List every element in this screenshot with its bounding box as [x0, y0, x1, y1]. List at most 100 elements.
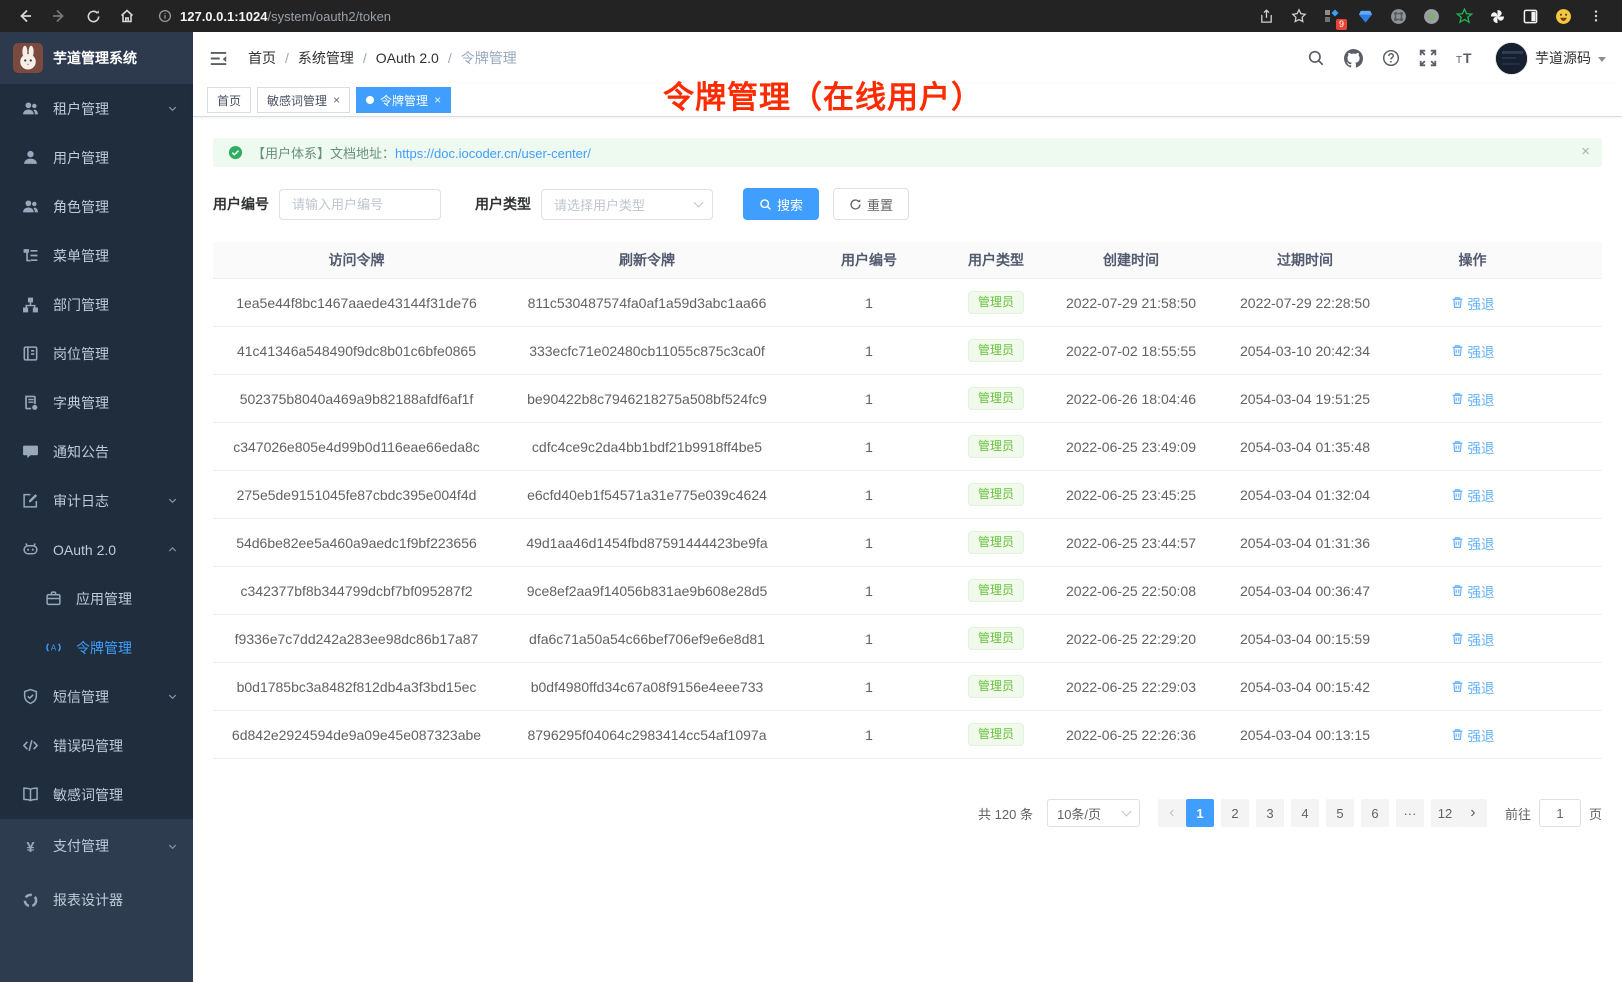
- robot-icon: [22, 541, 39, 558]
- main-area: 令牌管理（在线用户） 首页系统管理OAuth 2.0令牌管理 TT 芋道源码: [193, 32, 1622, 982]
- command-circle-icon[interactable]: [1388, 6, 1408, 26]
- user-id-cell: 1: [865, 630, 873, 647]
- chevron-icon: [166, 249, 179, 262]
- action-cell: 强退: [1396, 629, 1549, 649]
- sidebar-item[interactable]: 审计日志: [0, 476, 193, 525]
- page-button[interactable]: 2: [1220, 799, 1249, 827]
- breadcrumb-item[interactable]: 系统管理: [276, 48, 354, 68]
- sidebar-item[interactable]: 错误码管理: [0, 721, 193, 770]
- expire-time-cell: 2054-03-04 00:15:59: [1240, 630, 1370, 647]
- prev-page-button[interactable]: ‹: [1157, 799, 1186, 827]
- next-page-button[interactable]: ›: [1458, 799, 1487, 827]
- force-logout-button[interactable]: 强退: [1451, 677, 1495, 697]
- github-icon[interactable]: [1344, 48, 1363, 68]
- page-button[interactable]: 6: [1360, 799, 1389, 827]
- tab[interactable]: 令牌管理 ×: [356, 87, 452, 113]
- sidebar-item[interactable]: 应用管理: [0, 574, 193, 623]
- address-bar[interactable]: 127.0.0.1:1024/system/oauth2/token: [158, 9, 1248, 24]
- sidebar-item[interactable]: 菜单管理: [0, 231, 193, 280]
- url-path: /system/oauth2/token: [267, 8, 392, 24]
- trash-icon: [1452, 633, 1462, 644]
- sidebar-item[interactable]: 用户管理: [0, 133, 193, 182]
- close-icon[interactable]: ×: [1581, 143, 1590, 160]
- page-button[interactable]: ···: [1395, 799, 1424, 827]
- sidebar-item[interactable]: 通知公告: [0, 427, 193, 476]
- collapse-sidebar-icon[interactable]: [209, 49, 228, 68]
- page-button[interactable]: 12: [1430, 799, 1459, 827]
- home-icon[interactable]: [114, 3, 140, 29]
- green-star-icon[interactable]: [1454, 6, 1474, 26]
- force-logout-button[interactable]: 强退: [1451, 629, 1495, 649]
- create-time-cell: 2022-06-25 22:26:36: [1066, 726, 1196, 743]
- fullscreen-icon[interactable]: [1419, 49, 1437, 67]
- tab[interactable]: 敏感词管理 ×: [257, 87, 351, 113]
- user-type-label: 用户类型: [475, 196, 531, 212]
- gem-icon[interactable]: [1355, 6, 1375, 26]
- star-icon[interactable]: [1289, 6, 1309, 26]
- emoji-icon[interactable]: [1553, 6, 1573, 26]
- tab-close-icon[interactable]: ×: [333, 93, 341, 107]
- sidebar-item[interactable]: 敏感词管理: [0, 770, 193, 819]
- sidebar-item[interactable]: 部门管理: [0, 280, 193, 329]
- page-content: 【用户体系】文档地址：https://doc.iocoder.cn/user-c…: [193, 117, 1622, 827]
- sidebar-item[interactable]: 报表设计器: [0, 873, 193, 927]
- help-icon[interactable]: [1382, 49, 1400, 67]
- user-id-input[interactable]: [279, 188, 441, 220]
- sidebar-item[interactable]: OAuth 2.0: [0, 525, 193, 574]
- tab-close-icon[interactable]: ×: [434, 93, 442, 107]
- force-logout-button[interactable]: 强退: [1451, 533, 1495, 553]
- breadcrumb-item[interactable]: OAuth 2.0: [354, 50, 439, 66]
- breadcrumb-item[interactable]: 首页: [248, 50, 276, 66]
- sidebar-item[interactable]: 岗位管理: [0, 329, 193, 378]
- extension-blocks-icon[interactable]: 9: [1322, 6, 1347, 30]
- back-icon[interactable]: [12, 3, 38, 29]
- force-logout-button[interactable]: 强退: [1451, 725, 1495, 745]
- split-square-icon[interactable]: [1520, 6, 1540, 26]
- access-token-cell: 41c41346a548490f9dc8b01c6bfe0865: [236, 342, 476, 359]
- access-token-cell: f9336e7c7dd242a283ee98dc86b17a87: [234, 630, 479, 647]
- page-button[interactable]: 3: [1255, 799, 1284, 827]
- app-logo[interactable]: 芋道管理系统: [0, 32, 193, 84]
- page-button[interactable]: 4: [1290, 799, 1319, 827]
- breadcrumb-item[interactable]: 令牌管理: [439, 48, 517, 68]
- sidebar-item[interactable]: 短信管理: [0, 672, 193, 721]
- sidebar-item-label: 审计日志: [53, 492, 109, 509]
- user-id-cell: 1: [865, 678, 873, 695]
- info-icon[interactable]: [158, 9, 172, 23]
- user-type-select[interactable]: 请选择用户类型: [541, 188, 713, 220]
- pinwheel-icon[interactable]: [1487, 6, 1507, 26]
- search-icon[interactable]: [1307, 49, 1325, 67]
- search-button[interactable]: 搜索: [743, 188, 820, 220]
- table-row: 6d842e2924594de9a09e45e087323abe 8796295…: [213, 711, 1602, 759]
- user-menu[interactable]: 芋道源码: [1495, 41, 1606, 75]
- force-logout-button[interactable]: 强退: [1451, 485, 1495, 505]
- sidebar-item[interactable]: ¥ 支付管理: [0, 819, 193, 873]
- page-button[interactable]: 5: [1325, 799, 1354, 827]
- goto-page-input[interactable]: [1538, 799, 1581, 827]
- sidebar-item[interactable]: 字典管理: [0, 378, 193, 427]
- expire-time-cell: 2054-03-04 19:51:25: [1240, 390, 1370, 407]
- sidebar-item[interactable]: A 令牌管理: [0, 623, 193, 672]
- force-logout-button[interactable]: 强退: [1451, 581, 1495, 601]
- page-button[interactable]: 1: [1185, 799, 1214, 827]
- sidebar-item-label: 菜单管理: [53, 247, 109, 264]
- refresh-token-cell: 8796295f04064c2983414cc54af1097a: [527, 726, 767, 743]
- users-icon: [22, 198, 39, 215]
- sidebar-item[interactable]: 角色管理: [0, 182, 193, 231]
- record-circle-icon[interactable]: [1421, 6, 1441, 26]
- reset-button[interactable]: 重置: [833, 188, 910, 220]
- alert-doc-link[interactable]: https://doc.iocoder.cn/user-center/: [395, 146, 591, 161]
- force-logout-button[interactable]: 强退: [1451, 293, 1495, 313]
- force-logout-button[interactable]: 强退: [1451, 389, 1495, 409]
- page-size-select[interactable]: 10条/页: [1046, 799, 1140, 827]
- forward-icon[interactable]: [46, 3, 72, 29]
- refresh-icon[interactable]: [80, 3, 106, 29]
- force-logout-button[interactable]: 强退: [1451, 341, 1495, 361]
- sidebar-item[interactable]: 租户管理: [0, 84, 193, 133]
- sidebar-item-label: 短信管理: [53, 688, 109, 705]
- kebab-menu-icon[interactable]: [1586, 6, 1606, 26]
- force-logout-button[interactable]: 强退: [1451, 437, 1495, 457]
- share-icon[interactable]: [1256, 6, 1276, 26]
- tab[interactable]: 首页 ×: [207, 87, 252, 113]
